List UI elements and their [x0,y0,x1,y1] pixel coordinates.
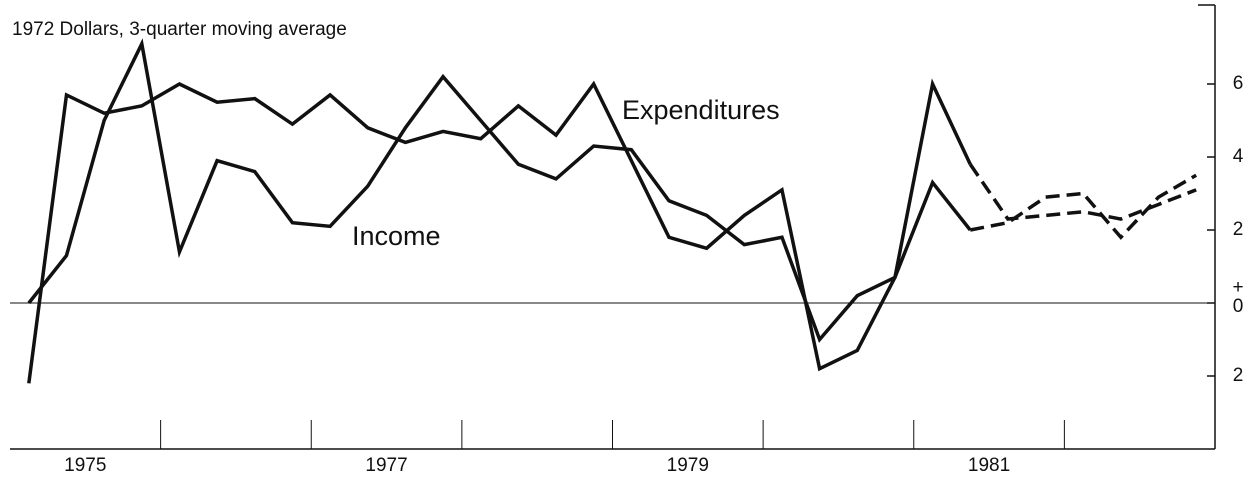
y-tick-label: 6 [1233,73,1244,94]
zero-sign: + [1232,277,1243,298]
y-tick-label: 0 [1233,296,1244,317]
x-tick-label: 1975 [64,455,106,476]
chart-title: 1972 Dollars, 3-quarter moving average [12,19,347,40]
y-tick-label: 2 [1233,219,1244,240]
x-tick-label: 1981 [968,455,1010,476]
series-label: Expenditures [622,95,780,125]
x-tick-label: 1977 [365,455,407,476]
series-line [27,78,972,384]
y-tick-label: 4 [1233,146,1244,167]
series-line [27,38,972,343]
series-line-projected [968,163,1197,221]
y-tick-label: 2 [1233,365,1244,386]
x-tick-label: 1979 [667,455,709,476]
series-line-projected [969,173,1198,240]
series-label: Income [352,221,441,251]
